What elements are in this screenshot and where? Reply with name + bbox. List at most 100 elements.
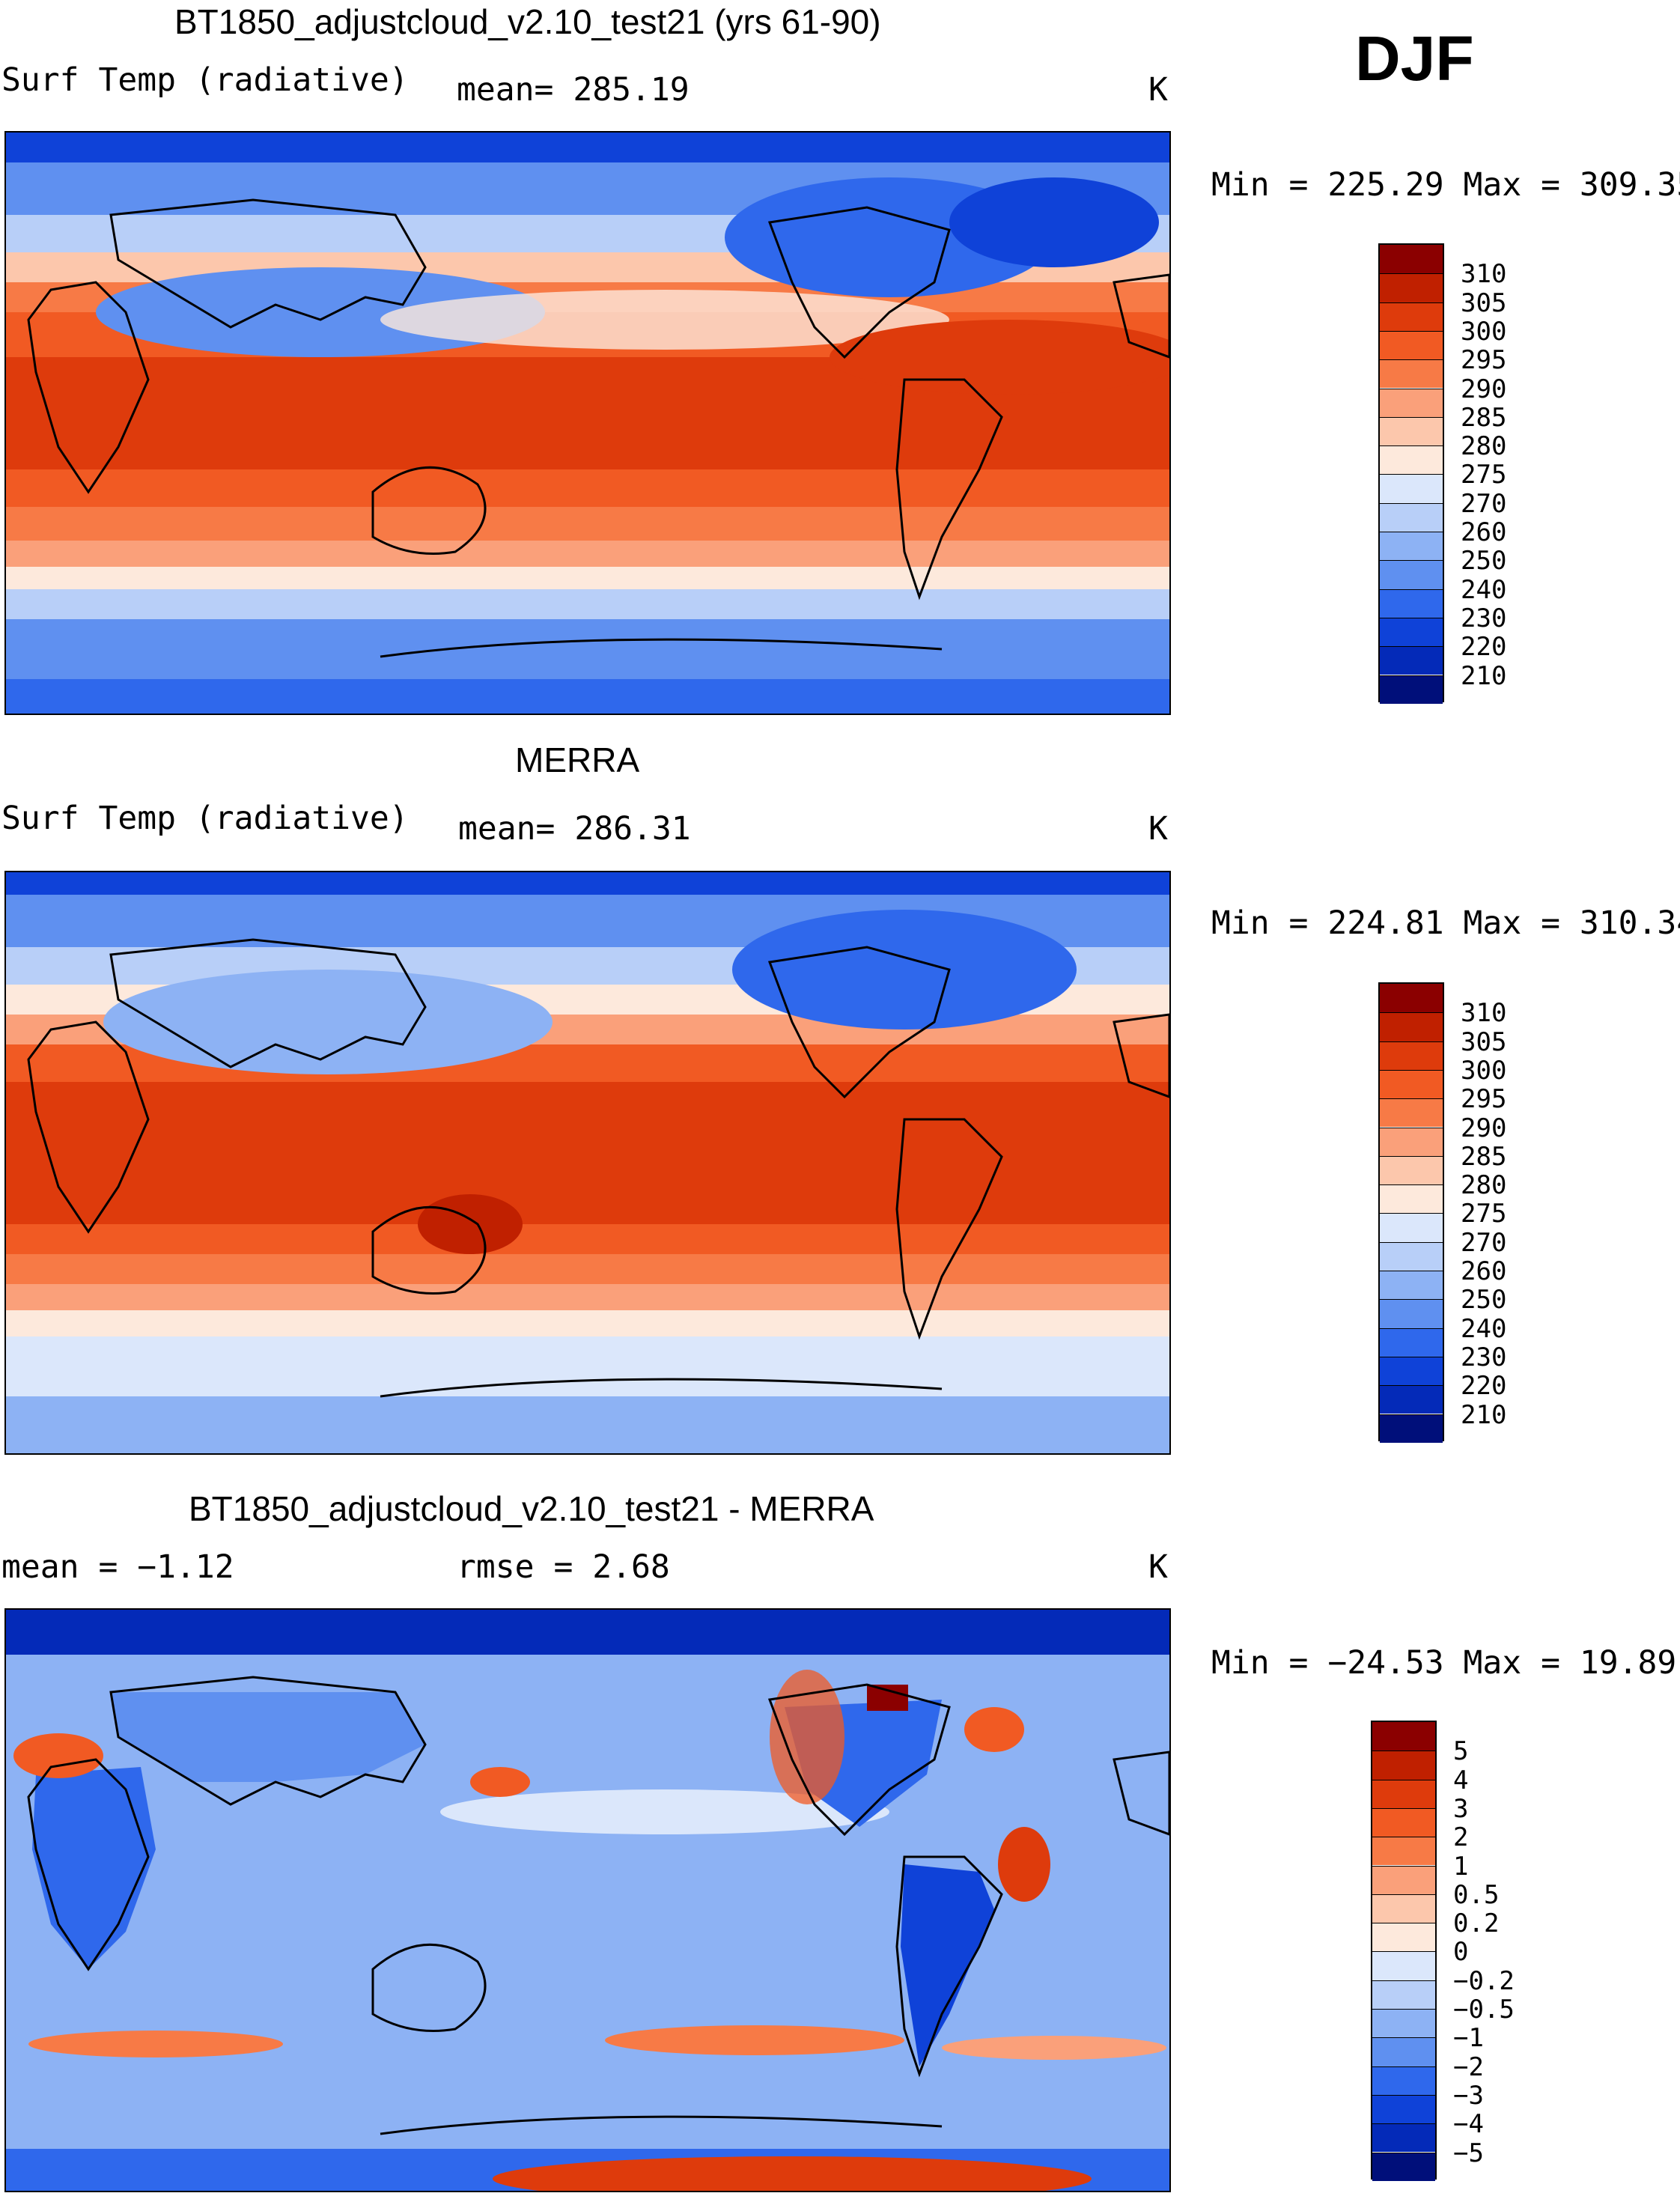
- colorbar-tick-label: 275: [1461, 1199, 1507, 1229]
- colorbar-swatch: [1380, 1414, 1443, 1443]
- colorbar-swatch: [1380, 302, 1443, 331]
- colorbar-swatch: [1380, 474, 1443, 503]
- colorbar-swatch: [1372, 2152, 1435, 2181]
- colorbar-swatch: [1372, 2037, 1435, 2066]
- colorbar-tick-label: 300: [1461, 1055, 1507, 1086]
- panel-3-rmse-label: rmse = 2.68: [457, 1548, 670, 1586]
- colorbar-tick-label: 285: [1461, 402, 1507, 433]
- colorbar-tick-label: 270: [1461, 1227, 1507, 1258]
- colorbar-swatch: [1380, 675, 1443, 704]
- panel-1-title: BT1850_adjustcloud_v2.10_test21 (yrs 61-…: [174, 2, 881, 41]
- colorbar-swatch: [1380, 1041, 1443, 1070]
- colorbar-swatch: [1380, 532, 1443, 561]
- colorbar-tick-label: 295: [1461, 1084, 1507, 1115]
- colorbar-swatch: [1380, 502, 1443, 532]
- colorbar-tick-label: −5: [1453, 2138, 1484, 2168]
- panel-2-minmax: Min = 224.81 Max = 310.34: [1211, 904, 1680, 942]
- panel-1-minmax: Min = 225.29 Max = 309.35: [1211, 166, 1680, 204]
- colorbar-swatch: [1380, 1213, 1443, 1242]
- panel-2-map: [4, 871, 1171, 1455]
- colorbar-swatch: [1380, 416, 1443, 446]
- colorbar-tick-label: 5: [1453, 1736, 1469, 1767]
- colorbar-swatch: [1380, 359, 1443, 389]
- colorbar-tick-label: 280: [1461, 431, 1507, 462]
- colorbar-swatch: [1380, 588, 1443, 618]
- colorbar-tick-label: 305: [1461, 1026, 1507, 1057]
- colorbar-tick-label: 295: [1461, 345, 1507, 376]
- panel-3-map: [4, 1608, 1171, 2192]
- colorbar-tick-label: 240: [1461, 1313, 1507, 1344]
- colorbar-swatch: [1380, 273, 1443, 302]
- colorbar-swatch: [1380, 1012, 1443, 1041]
- colorbar-tick-label: −1: [1453, 2023, 1484, 2054]
- colorbar-tick-label: 290: [1461, 1113, 1507, 1143]
- colorbar-swatch: [1372, 2094, 1435, 2124]
- colorbar-tick-label: 275: [1461, 460, 1507, 490]
- colorbar-tick-label: −0.5: [1453, 1995, 1515, 2025]
- panel-3-mean-label: mean = −1.12: [1, 1548, 234, 1586]
- colorbar-tick-label: 220: [1461, 632, 1507, 663]
- panel-1-mean-label: mean= 285.19: [457, 71, 690, 109]
- colorbar-swatch: [1380, 1327, 1443, 1357]
- colorbar-tick-label: 310: [1461, 259, 1507, 290]
- colorbar-tick-label: 0.2: [1453, 1908, 1500, 1939]
- colorbar-swatch: [1380, 1098, 1443, 1128]
- colorbar-swatch: [1380, 646, 1443, 675]
- panel-1-variable-label: Surf Temp (radiative): [1, 61, 409, 99]
- colorbar-tick-label: 280: [1461, 1170, 1507, 1201]
- colorbar-tick-label: 285: [1461, 1141, 1507, 1172]
- panel-1-temperature-field: [6, 133, 1169, 714]
- colorbar-swatch: [1372, 2123, 1435, 2153]
- colorbar-swatch: [1372, 1865, 1435, 1894]
- colorbar-tick-label: 0.5: [1453, 1879, 1500, 1910]
- colorbar-swatches: [1378, 982, 1444, 1443]
- colorbar-tick-label: 230: [1461, 1342, 1507, 1372]
- panel-2-variable-label: Surf Temp (radiative): [1, 800, 409, 837]
- colorbar-tick-label: 260: [1461, 1256, 1507, 1286]
- colorbar-tick-label: 220: [1461, 1371, 1507, 1402]
- colorbar-tick-label: −3: [1453, 2080, 1484, 2111]
- colorbar-tick-label: 250: [1461, 546, 1507, 577]
- colorbar-tick-label: 260: [1461, 517, 1507, 547]
- colorbar-swatch: [1372, 1837, 1435, 1866]
- colorbar-swatch: [1380, 1241, 1443, 1271]
- colorbar-swatch: [1372, 1923, 1435, 1952]
- colorbar-swatch: [1380, 984, 1443, 1013]
- panel-2-title: MERRA: [515, 740, 640, 779]
- colorbar-swatch: [1380, 330, 1443, 360]
- panel-3-unit: K: [1148, 1548, 1168, 1586]
- panel-3-title: BT1850_adjustcloud_v2.10_test21 - MERRA: [189, 1489, 874, 1528]
- colorbar-tick-label: −0.2: [1453, 1965, 1515, 1996]
- colorbar-swatch: [1372, 2009, 1435, 2038]
- colorbar-swatch: [1380, 1127, 1443, 1156]
- panel-1-map: [4, 131, 1171, 715]
- colorbar-tick-label: −4: [1453, 2109, 1484, 2140]
- panel-3-difference-field: [6, 1610, 1169, 2191]
- colorbar-tick-label: 1: [1453, 1851, 1469, 1882]
- colorbar-tick-label: 210: [1461, 1399, 1507, 1430]
- colorbar-tick-label: 230: [1461, 603, 1507, 633]
- colorbar-tick-label: 2: [1453, 1822, 1469, 1853]
- colorbar-tick-label: 310: [1461, 998, 1507, 1029]
- colorbar-tick-label: 210: [1461, 660, 1507, 691]
- colorbar-swatch: [1372, 1751, 1435, 1780]
- colorbar-swatch: [1380, 445, 1443, 475]
- colorbar-swatch: [1380, 388, 1443, 417]
- colorbar-swatch: [1380, 1271, 1443, 1300]
- panel-2-coastlines: [27, 938, 1169, 1398]
- panel-3-minmax: Min = −24.53 Max = 19.89: [1211, 1644, 1677, 1682]
- panel-1-unit: K: [1148, 71, 1168, 109]
- colorbar-tick-label: 240: [1461, 574, 1507, 605]
- colorbar-tick-label: 300: [1461, 316, 1507, 347]
- colorbar-tick-label: 0: [1453, 1937, 1469, 1968]
- panel-2-mean-label: mean= 286.31: [458, 810, 691, 848]
- panel-2-unit: K: [1148, 810, 1168, 848]
- colorbar-swatch: [1372, 1894, 1435, 1923]
- colorbar-tick-label: 250: [1461, 1285, 1507, 1316]
- colorbar-swatch: [1372, 1807, 1435, 1837]
- colorbar-swatch: [1380, 245, 1443, 274]
- colorbar-swatch: [1380, 1184, 1443, 1214]
- season-label: DJF: [1355, 23, 1474, 94]
- colorbar-tick-label: 305: [1461, 288, 1507, 318]
- colorbar-swatch: [1380, 1299, 1443, 1328]
